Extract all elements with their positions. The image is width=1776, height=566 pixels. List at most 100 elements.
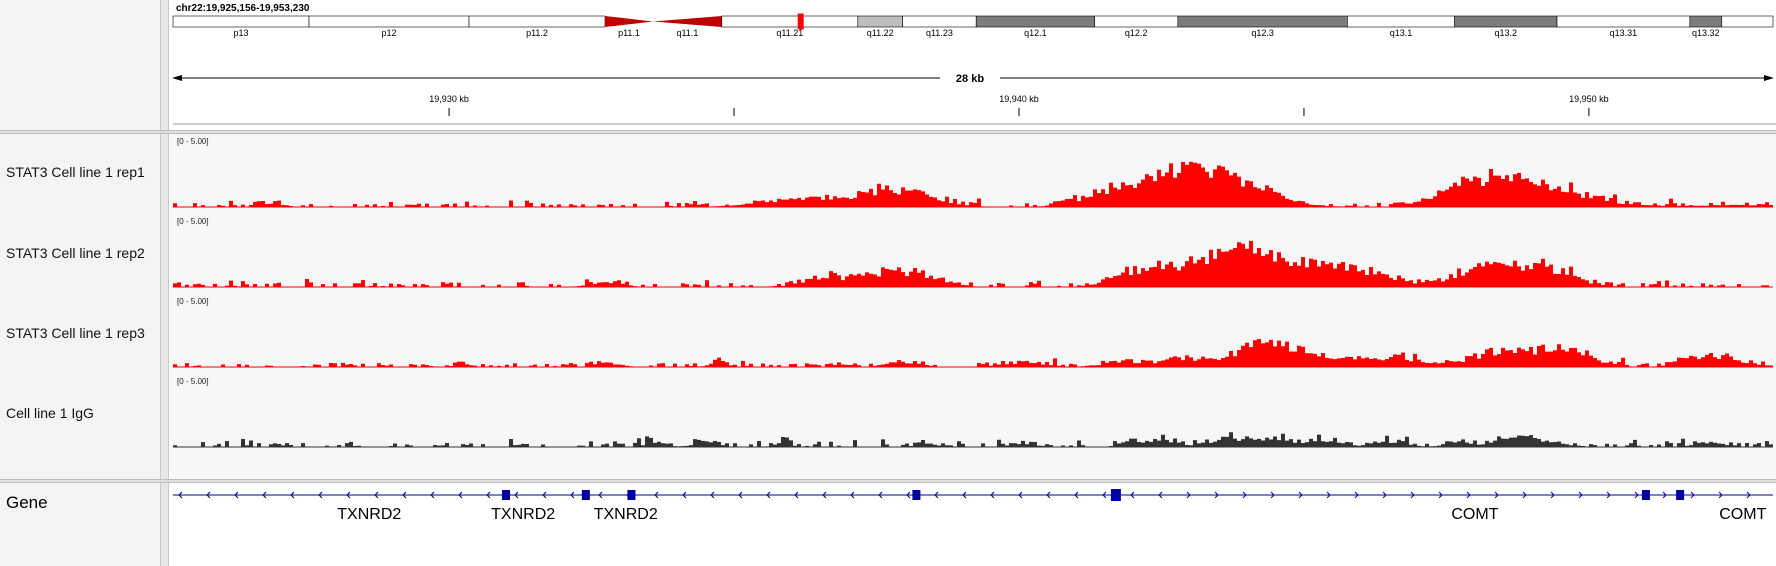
ideogram-band[interactable] xyxy=(721,15,859,28)
data-panel[interactable]: [0 - 5.00] [0 - 5.00] [0 - 5.00] [0 - 5.00] xyxy=(170,134,1776,479)
gene-name-label[interactable]: COMT xyxy=(1719,506,1766,523)
strand-arrow-right-icon xyxy=(1326,491,1331,499)
strand-arrow-left-icon xyxy=(178,491,183,499)
ideogram-band[interactable] xyxy=(902,15,977,28)
coverage-track[interactable]: [0 - 5.00] xyxy=(173,137,1773,208)
ideogram-band[interactable] xyxy=(1347,15,1455,28)
strand-arrow-right-icon xyxy=(1466,491,1471,499)
ideogram-band-label: q13.32 xyxy=(1692,28,1720,38)
strand-arrow-left-icon xyxy=(458,491,463,499)
span-arrow-right-icon xyxy=(1764,75,1774,81)
strand-arrow-left-icon xyxy=(934,491,939,499)
coverage-track[interactable]: [0 - 5.00] xyxy=(173,377,1773,448)
ideogram-band[interactable] xyxy=(1689,15,1723,28)
gene-name-label[interactable]: TXNRD2 xyxy=(491,506,555,523)
strand-arrow-right-icon xyxy=(1382,491,1387,499)
track-name-rep1[interactable]: STAT3 Cell line 1 rep1 xyxy=(6,164,145,180)
centromere-left-band[interactable] xyxy=(605,16,653,27)
ideogram-band[interactable] xyxy=(1177,15,1348,28)
ideogram-band-label: q11.1 xyxy=(676,28,698,38)
strand-arrow-left-icon xyxy=(1102,491,1107,499)
strand-arrow-right-icon xyxy=(1242,491,1247,499)
ideogram-band-label: q11.23 xyxy=(926,28,953,38)
strand-arrow-left-icon xyxy=(850,491,855,499)
ideogram-band[interactable] xyxy=(1454,15,1558,28)
track-name-panel: STAT3 Cell line 1 rep1 STAT3 Cell line 1… xyxy=(0,0,160,566)
strand-arrow-right-icon xyxy=(1214,491,1219,499)
strand-arrow-right-icon xyxy=(1494,491,1499,499)
ideogram-band[interactable] xyxy=(1094,15,1179,28)
gene-name-label[interactable]: TXNRD2 xyxy=(594,506,658,523)
coverage-track[interactable]: [0 - 5.00] xyxy=(173,217,1773,288)
centromere-right-band[interactable] xyxy=(653,16,722,27)
ideogram-band-label: q13.2 xyxy=(1495,28,1518,38)
ideogram-band-label: q11.21 xyxy=(776,28,803,38)
track-name-gene[interactable]: Gene xyxy=(6,493,48,512)
header-separator xyxy=(0,130,1776,134)
header-panel: chr22:19,925,156-19,953,230 p13 p12 p11.2 p… xyxy=(172,3,1776,125)
track-name-rep2[interactable]: STAT3 Cell line 1 rep2 xyxy=(6,245,145,261)
ideogram-band[interactable] xyxy=(308,15,470,28)
strand-arrow-left-icon xyxy=(290,491,295,499)
current-region-marker[interactable] xyxy=(797,13,804,30)
strand-arrow-left-icon xyxy=(206,491,211,499)
strand-arrow-right-icon xyxy=(1410,491,1415,499)
strand-arrow-left-icon xyxy=(234,491,239,499)
ruler-tick-label: 19,940 kb xyxy=(999,94,1039,104)
strand-arrow-left-icon xyxy=(1074,491,1079,499)
ideogram-band[interactable] xyxy=(1556,15,1691,28)
ideogram-band-label: q12.2 xyxy=(1125,28,1148,38)
exon-block[interactable] xyxy=(1676,490,1685,500)
name-panel-header xyxy=(0,0,160,130)
strand-arrow-left-icon xyxy=(514,491,519,499)
exon-block[interactable] xyxy=(627,490,636,500)
data-gene-separator xyxy=(0,479,1776,483)
locus-text: chr22:19,925,156-19,953,230 xyxy=(176,3,310,14)
strand-arrow-left-icon xyxy=(962,491,967,499)
ideogram-band[interactable] xyxy=(857,15,903,28)
ruler[interactable]: 28 kb 19,930 kb 19,940 kb 19,950 kb xyxy=(172,73,1776,125)
ideogram-band[interactable] xyxy=(975,15,1095,28)
strand-arrow-right-icon xyxy=(1634,491,1639,499)
chromosome-ideogram[interactable]: p13 p12 p11.2 p11.1 q11.1 q11.21 q11.22 q11.23 q… xyxy=(172,13,1774,38)
exon-block[interactable] xyxy=(1110,489,1121,501)
strand-arrow-left-icon xyxy=(738,491,743,499)
strand-arrow-left-icon xyxy=(878,491,883,499)
exon-block[interactable] xyxy=(581,490,590,500)
ideogram-band-label: q12.3 xyxy=(1251,28,1274,38)
ideogram-band[interactable] xyxy=(1721,15,1774,28)
gene-name-label[interactable]: TXNRD2 xyxy=(337,506,401,523)
coverage-area xyxy=(173,432,1773,447)
coverage-area xyxy=(173,339,1773,367)
strand-arrow-right-icon xyxy=(1662,491,1667,499)
strand-arrow-left-icon xyxy=(682,491,687,499)
strand-arrow-left-icon xyxy=(262,491,267,499)
coverage-area xyxy=(173,161,1773,207)
strand-arrow-left-icon xyxy=(1046,491,1051,499)
gene-name-label[interactable]: COMT xyxy=(1451,506,1498,523)
ruler-tick-label: 19,930 kb xyxy=(429,94,469,104)
exon-block[interactable] xyxy=(1641,490,1650,500)
ideogram-band[interactable] xyxy=(172,15,310,28)
coverage-track[interactable]: [0 - 5.00] xyxy=(173,297,1773,368)
exon-block[interactable] xyxy=(502,490,511,500)
panel-divider[interactable] xyxy=(160,0,169,566)
exon-block[interactable] xyxy=(912,490,921,500)
strand-arrow-left-icon xyxy=(1018,491,1023,499)
span-arrow-left-icon xyxy=(172,75,182,81)
gene-panel[interactable]: TXNRD2 TXNRD2 TXNRD2 COMT COMT xyxy=(170,483,1776,566)
strand-arrow-left-icon xyxy=(766,491,771,499)
strand-arrow-right-icon xyxy=(1578,491,1583,499)
ideogram-band-label: q13.31 xyxy=(1610,28,1638,38)
ruler-tick-label: 19,950 kb xyxy=(1569,94,1609,104)
ideogram-band-label: p11.2 xyxy=(526,28,548,38)
ideogram-band[interactable] xyxy=(468,15,606,28)
ideogram-band-label: q13.1 xyxy=(1390,28,1413,38)
strand-arrow-left-icon xyxy=(486,491,491,499)
strand-arrow-left-icon xyxy=(598,491,603,499)
coverage-area xyxy=(173,240,1773,287)
strand-arrow-right-icon xyxy=(1522,491,1527,499)
track-name-rep3[interactable]: STAT3 Cell line 1 rep3 xyxy=(6,325,145,341)
track-name-igg[interactable]: Cell line 1 IgG xyxy=(6,405,94,421)
strand-arrow-right-icon xyxy=(1718,491,1723,499)
